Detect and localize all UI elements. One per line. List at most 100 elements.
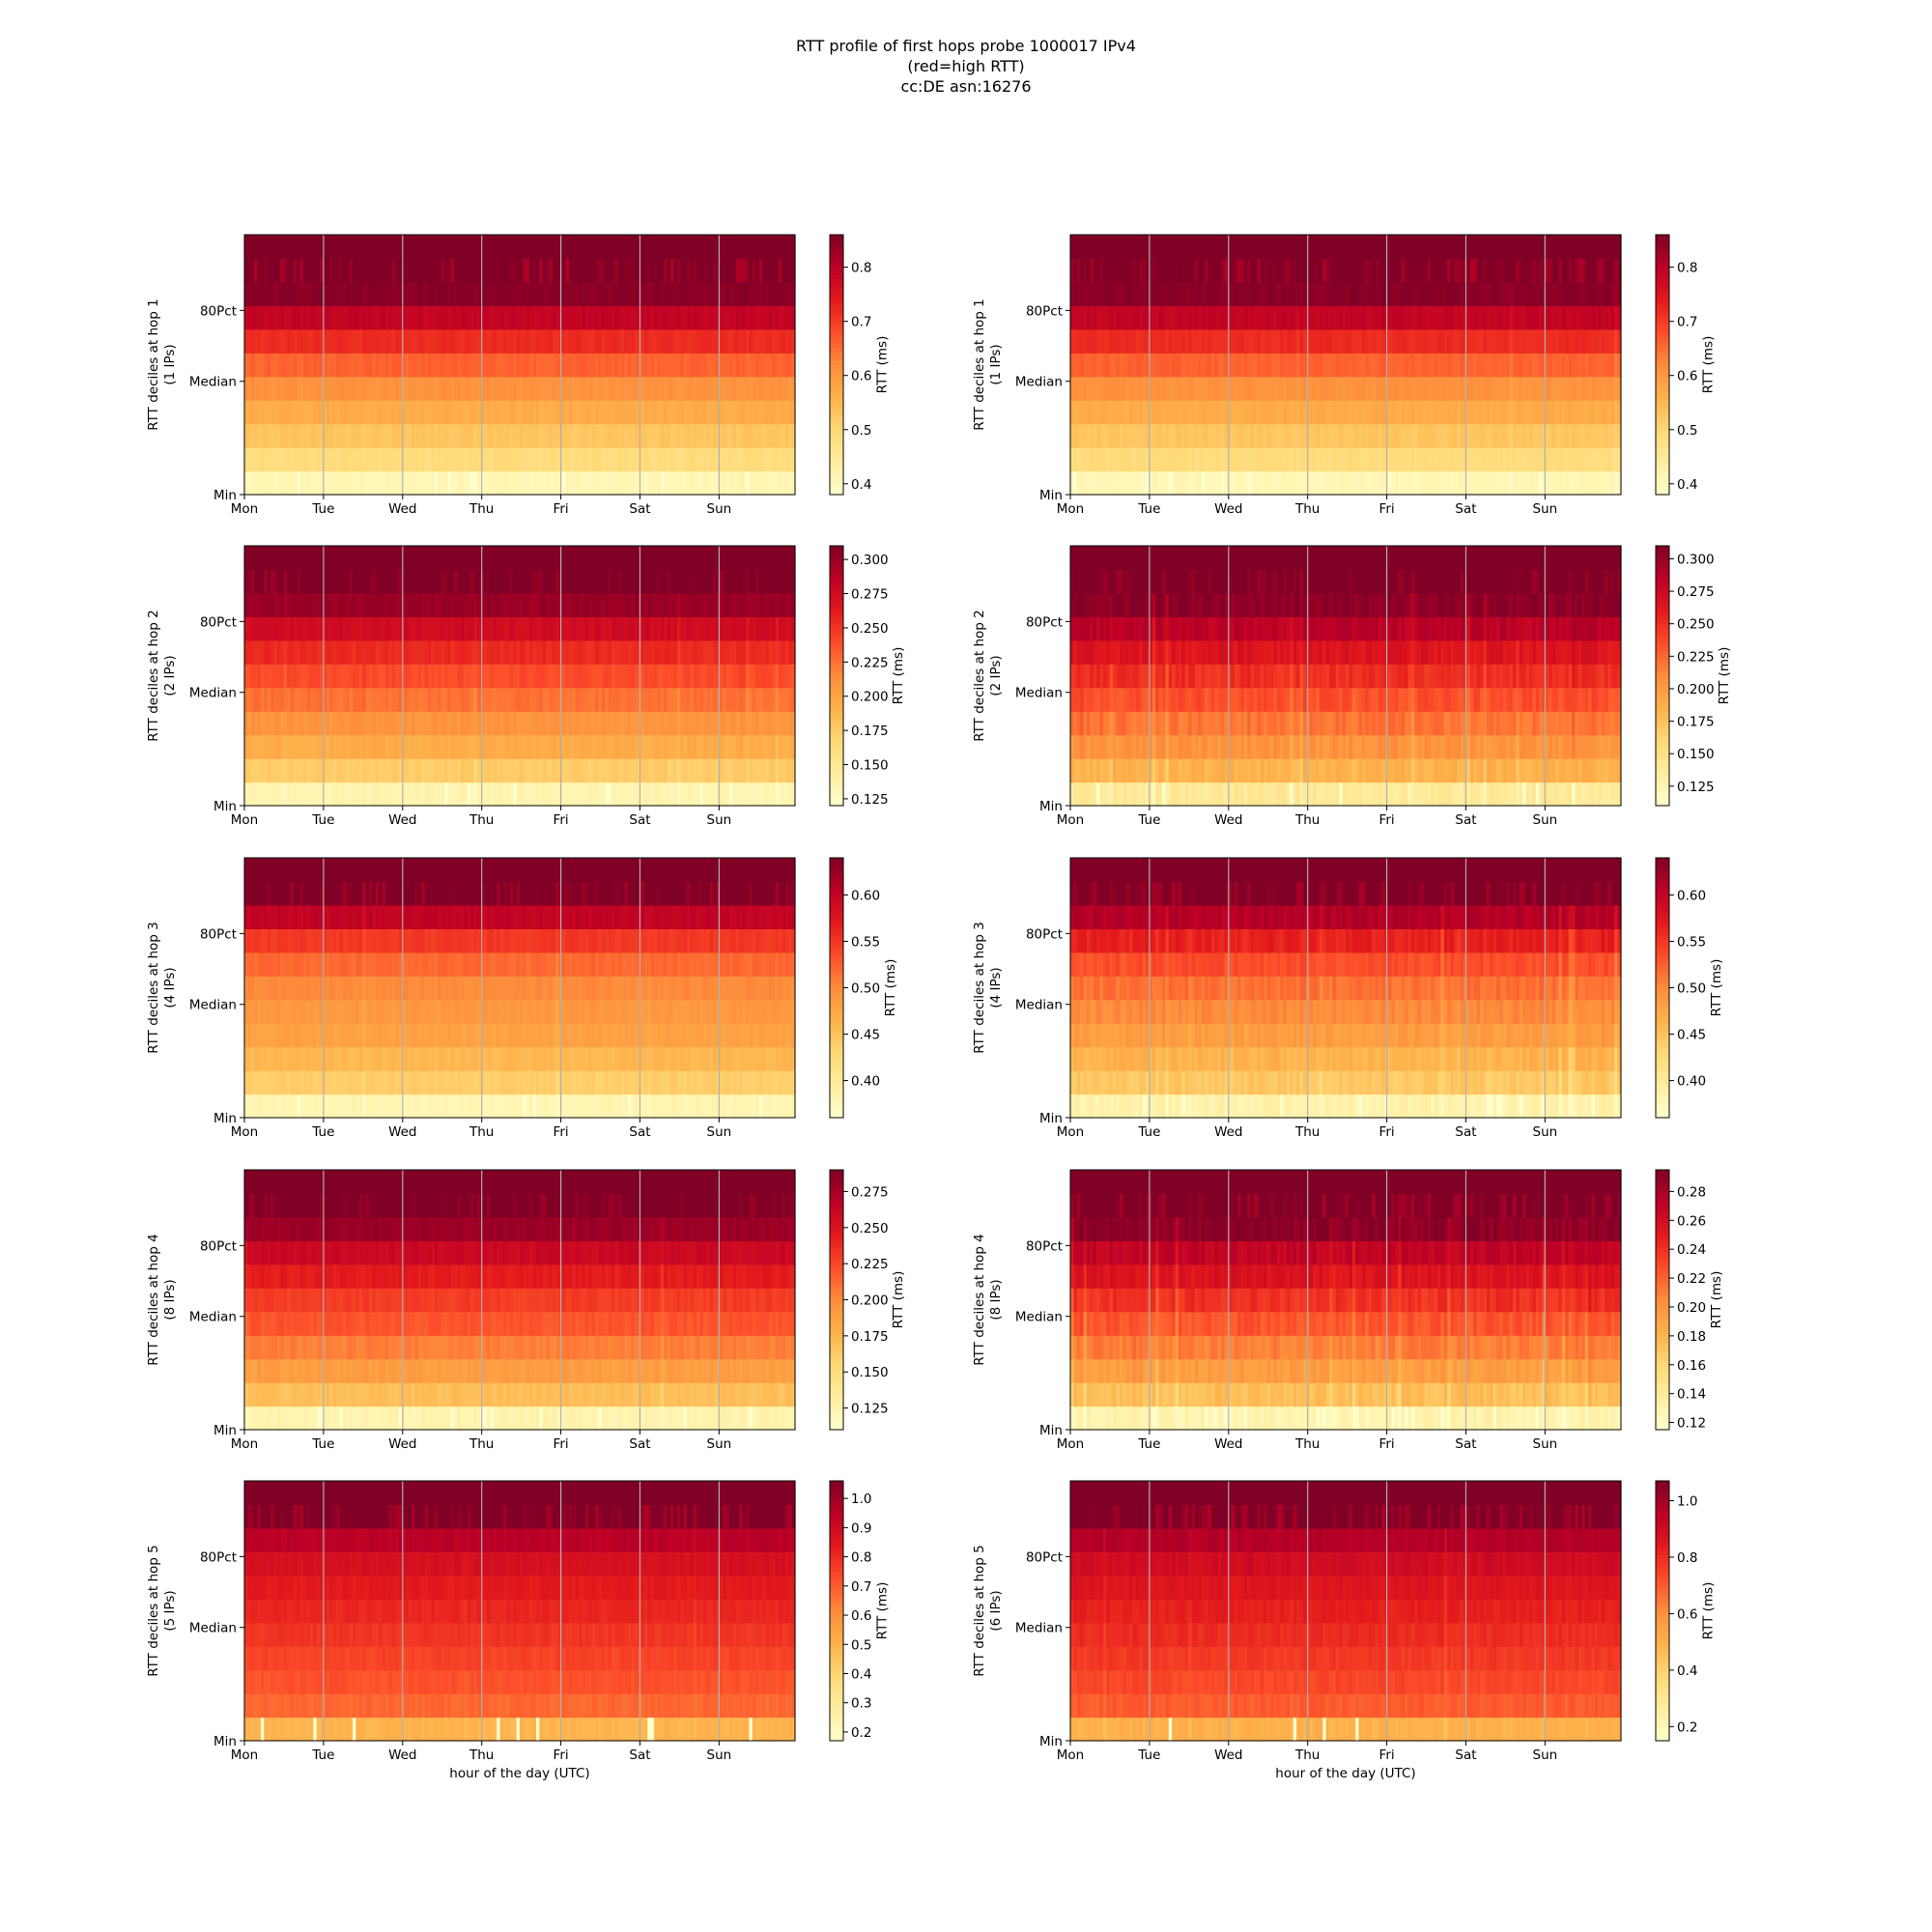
heatmap-cell [664,258,668,283]
heatmap-cell [428,423,432,448]
heatmap-cell [572,281,577,306]
heatmap-cell [276,328,281,354]
heatmap-cell [673,328,678,354]
heatmap-cell [598,353,603,378]
heatmap-cell [1158,447,1163,472]
heatmap-cell [375,400,380,425]
heatmap-cell [1453,470,1458,496]
heatmap-cell [542,328,547,354]
heatmap-cell [454,400,459,425]
heatmap-cell [520,447,524,472]
heatmap-cell [529,328,534,354]
heatmap-cell [535,734,540,759]
heatmap-cell [467,400,471,425]
heatmap-cell [1361,258,1366,283]
heatmap-cell [1302,235,1307,260]
colorbar-segment [830,242,843,249]
heatmap-cell [297,353,301,378]
colorbar-segment [830,235,843,241]
heatmap-cell [323,305,327,330]
heatmap-cell [1372,470,1377,496]
heatmap-cell [709,400,714,425]
heatmap-cell [729,305,734,330]
heatmap-cell [687,376,692,401]
heatmap-cell [358,305,363,330]
heatmap-cell [539,423,544,448]
heatmap-cell [762,400,767,425]
heatmap-cell [1073,376,1078,401]
heatmap-cell [1545,400,1549,425]
heatmap-cell [382,376,386,401]
heatmap-cell [654,305,659,330]
heatmap-cell [584,400,589,425]
heatmap-cell [539,305,544,330]
heatmap-cell [772,423,777,448]
heatmap-cell [670,447,675,472]
heatmap-cell [693,470,697,496]
heatmap-cell [768,470,773,496]
heatmap-cell [1302,376,1307,401]
heatmap-cell [509,281,514,306]
heatmap-cell [706,281,711,306]
heatmap-cell [1237,447,1242,472]
heatmap-cell [1093,447,1097,472]
heatmap-cell [1224,353,1229,378]
heatmap-cell [680,305,685,330]
heatmap-cell [499,781,504,807]
heatmap-cell [1162,447,1166,472]
heatmap-cell [687,305,692,330]
heatmap-cell [487,447,492,472]
heatmap-cell [582,235,586,260]
heatmap-cell [755,353,760,378]
heatmap-cell [1414,470,1419,496]
heatmap-cell [431,711,436,736]
heatmap-cell [1394,376,1399,401]
heatmap-cell [1132,328,1137,354]
colorbar-segment [830,451,843,457]
heatmap-cell [555,400,560,425]
heatmap-cell [443,664,448,689]
heatmap-cell [1247,305,1252,330]
heatmap-cell [297,281,301,306]
heatmap-cell [1499,470,1504,496]
heatmap-cell [1476,328,1481,354]
heatmap-cell [365,470,370,496]
heatmap-cell [1555,258,1560,283]
heatmap-cell [384,639,389,665]
colorbar-segment [1656,438,1669,443]
heatmap-cell [627,235,632,260]
heatmap-cell [546,328,551,354]
heatmap-cell [454,353,459,378]
heatmap-cell [257,470,262,496]
heatmap-cell [579,305,583,330]
heatmap-cell [614,376,619,401]
colorbar-segment [830,273,843,279]
heatmap-cell [1394,470,1399,496]
heatmap-cell [280,400,285,425]
heatmap-cell [1529,447,1533,472]
heatmap-cell [696,423,701,448]
heatmap-cell [1355,447,1360,472]
heatmap-cell [408,664,412,689]
heatmap-cell [1361,328,1366,354]
heatmap-cell [729,423,734,448]
heatmap-cell [631,328,636,354]
heatmap-cell [1313,470,1318,496]
heatmap-cell [1548,470,1553,496]
heatmap-cell [273,258,278,283]
heatmap-cell [572,305,577,330]
heatmap-cell [293,423,298,448]
heatmap-cell [643,400,648,425]
colorbar-segment [1656,429,1669,435]
heatmap-cell [358,328,363,354]
heatmap-cell [582,423,586,448]
heatmap-cell [703,400,707,425]
heatmap-cell [595,400,600,425]
heatmap-cell [683,423,688,448]
heatmap-cell [260,281,265,306]
heatmap-cell [431,423,436,448]
heatmap-cell [384,400,389,425]
heatmap-cell [316,235,321,260]
heatmap-cell [1555,353,1560,378]
heatmap-cell [388,400,393,425]
